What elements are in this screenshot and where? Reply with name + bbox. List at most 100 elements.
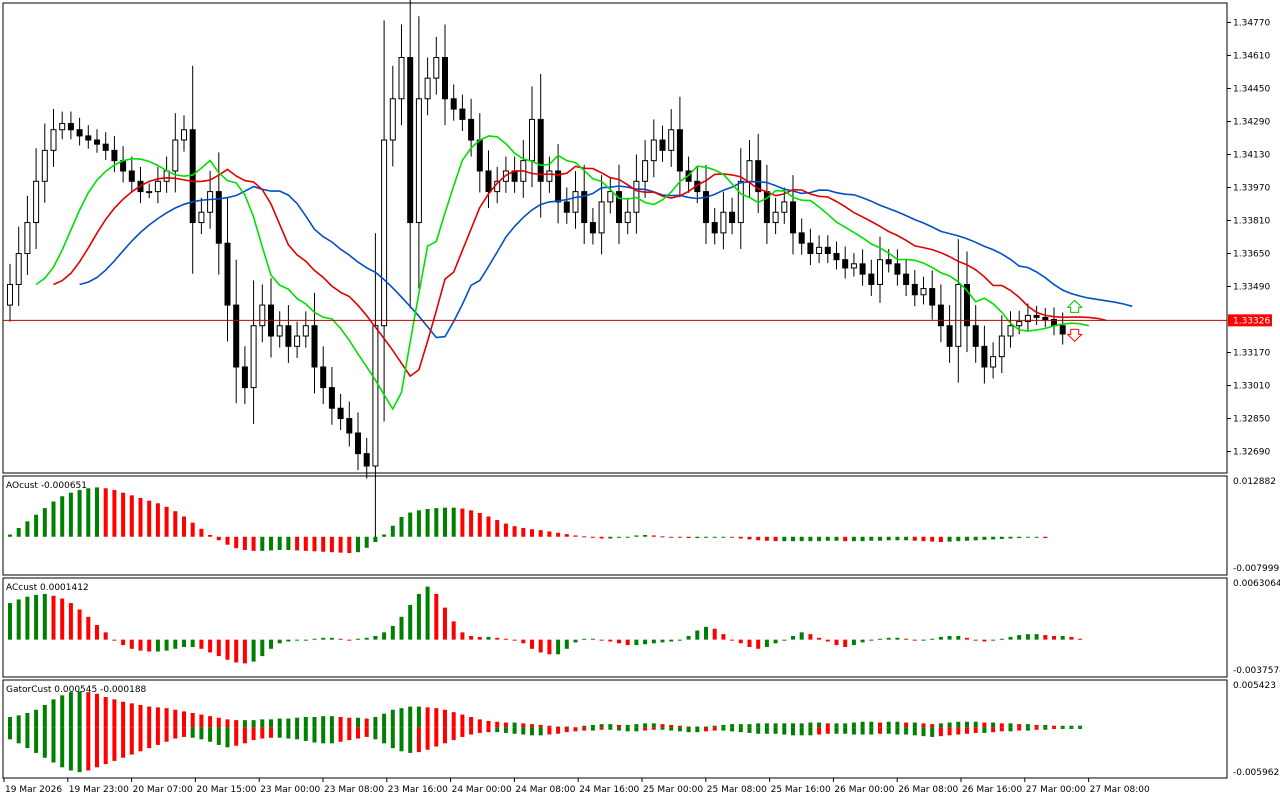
gator-upper-bar xyxy=(834,723,839,728)
candle-body xyxy=(616,191,622,224)
ac-bar xyxy=(973,639,978,641)
ao-bar xyxy=(25,521,30,537)
ao-bar xyxy=(973,536,978,541)
ac-bar xyxy=(651,639,656,644)
gator-lower-bar xyxy=(999,727,1004,732)
ac-bar xyxy=(538,639,543,653)
ao-bar xyxy=(242,536,247,550)
gator-lower-bar xyxy=(956,727,961,735)
gator-upper-bar xyxy=(460,714,465,728)
ao-bar xyxy=(277,536,282,550)
gator-upper-bar xyxy=(129,703,134,728)
ac-bar xyxy=(843,639,848,647)
gator-upper-bar xyxy=(234,720,239,728)
gator-lower-bar xyxy=(329,727,334,744)
gator-upper-bar xyxy=(8,716,12,728)
gator-lower-bar xyxy=(1008,727,1013,732)
ao-bar xyxy=(347,536,352,554)
ac-bar xyxy=(434,593,439,640)
gator-lower-bar xyxy=(234,727,239,746)
ao-bar xyxy=(1008,536,1013,539)
ao-bar xyxy=(721,536,726,538)
ac-bar xyxy=(112,639,117,641)
gator-upper-bar xyxy=(721,724,726,728)
gator-upper-bar xyxy=(155,707,160,728)
gator-lower-bar xyxy=(1034,727,1039,730)
candle-body xyxy=(964,283,970,327)
ac-pane[interactable] xyxy=(2,577,1228,678)
candle-body xyxy=(476,139,483,172)
ao-bar xyxy=(669,536,674,538)
gator-upper-bar xyxy=(1017,724,1022,728)
candle-body xyxy=(581,191,588,224)
gator-upper-bar xyxy=(991,722,996,728)
gator-lower-bar xyxy=(477,727,482,733)
gator-upper-bar xyxy=(477,719,482,728)
ao-bar xyxy=(1043,536,1048,539)
ac-bar xyxy=(164,639,169,651)
price-tick-label: 1.33010 xyxy=(1233,382,1270,392)
gator-upper-bar xyxy=(329,716,334,728)
gator-lower-bar xyxy=(312,727,317,743)
ac-bar xyxy=(1008,636,1013,640)
gator-lower-bar xyxy=(77,727,82,773)
ao-bar xyxy=(582,536,587,538)
candle-body xyxy=(824,246,831,255)
ao-bar xyxy=(686,536,691,539)
ac-bar xyxy=(1052,635,1056,640)
candle-body xyxy=(624,211,631,224)
ac-bar xyxy=(95,625,99,640)
gator-lower-bar xyxy=(878,727,882,734)
gator-upper-bar xyxy=(599,724,604,728)
time-tick-label: 24 Mar 16:00 xyxy=(579,785,639,795)
gator-lower-bar xyxy=(1060,727,1065,729)
gator-lower-bar xyxy=(86,727,91,771)
ac-bar xyxy=(704,626,708,640)
ao-bar xyxy=(599,536,604,539)
candle-body xyxy=(529,118,535,162)
candle-body xyxy=(937,304,944,327)
ao-pane[interactable] xyxy=(2,475,1228,576)
candle-body xyxy=(259,304,266,327)
ac-bar xyxy=(382,632,387,640)
ac-bar xyxy=(155,639,160,652)
ac-bar xyxy=(564,639,569,649)
ac-bar xyxy=(34,594,39,640)
gator-lower-bar xyxy=(895,727,900,735)
candle-body xyxy=(850,263,857,269)
gator-upper-bar xyxy=(538,724,543,728)
ao-bar xyxy=(68,492,73,537)
candle-body xyxy=(372,325,379,467)
gator-pane[interactable] xyxy=(2,679,1228,779)
gator-upper-bar xyxy=(1008,723,1013,728)
ac-bar xyxy=(738,639,743,644)
gator-lower-bar xyxy=(756,727,761,734)
ao-bar xyxy=(825,536,830,541)
gator-upper-bar xyxy=(390,709,395,728)
ac-bar xyxy=(129,639,134,649)
gator-lower-bar xyxy=(51,727,56,763)
candle-body xyxy=(1007,325,1014,337)
main-pane[interactable] xyxy=(2,2,1228,474)
gator-upper-bar xyxy=(869,721,874,728)
gator-upper-bar xyxy=(817,722,822,728)
candle-body xyxy=(1024,314,1031,323)
gator-upper-bar xyxy=(773,723,778,728)
gator-upper-bar xyxy=(347,717,352,728)
gator-lower-bar xyxy=(129,727,134,755)
gator-lower-bar xyxy=(269,727,273,738)
ao-bar xyxy=(512,526,517,537)
candle-body xyxy=(903,273,910,285)
ao-bottom-label: -0.007999 xyxy=(1233,564,1279,574)
candle-body xyxy=(346,418,353,434)
candle-body xyxy=(215,191,222,244)
ac-bar xyxy=(869,639,874,641)
gator-lower-bar xyxy=(625,727,630,732)
ac-bar xyxy=(451,621,456,640)
gator-lower-bar xyxy=(947,727,952,736)
gator-lower-bar xyxy=(434,727,439,747)
gator-lower-bar xyxy=(242,727,247,744)
ao-bar xyxy=(860,536,865,542)
gator-lower-bar xyxy=(773,727,778,734)
